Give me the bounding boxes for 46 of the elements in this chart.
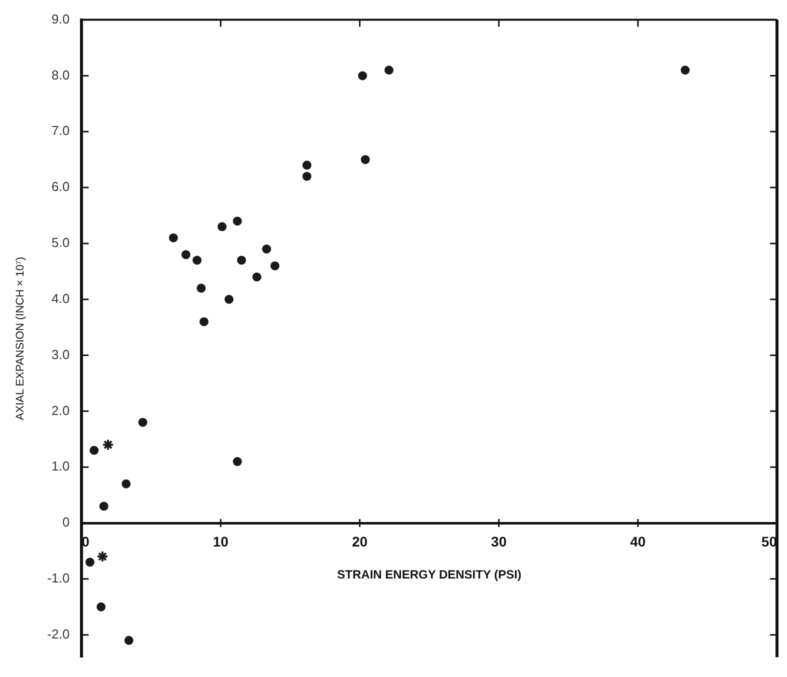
- point: [85, 558, 94, 567]
- point: [96, 550, 108, 563]
- y-tick-label: 7.0: [52, 123, 70, 138]
- y-axis-title: AXIAL EXPANSION (INCH × 10⁷): [14, 256, 27, 420]
- point: [358, 71, 368, 80]
- y-tick-label: 9.0: [52, 11, 70, 26]
- point: [232, 457, 242, 466]
- point: [181, 250, 190, 260]
- x-tick-label: 30: [491, 533, 507, 550]
- y-tick-label: -2.0: [47, 626, 70, 642]
- point: [680, 66, 690, 75]
- y-tick-label: 3.0: [52, 346, 70, 362]
- point: [102, 438, 114, 451]
- point: [237, 256, 246, 265]
- point: [360, 155, 370, 164]
- point: [218, 222, 227, 232]
- y-tick-label: 8.0: [52, 67, 70, 82]
- point: [96, 602, 106, 612]
- point: [302, 160, 312, 170]
- x-axis-title: STRAIN ENERGY DENSITY (PSI): [337, 567, 522, 582]
- point: [122, 479, 131, 488]
- point: [168, 233, 178, 242]
- y-tick-label: 1.0: [52, 458, 70, 474]
- point: [270, 261, 280, 270]
- point: [192, 256, 202, 265]
- x-tick-label: 40: [630, 533, 646, 550]
- y-tick-label: 5.0: [52, 235, 70, 250]
- y-tick-label: -1.0: [47, 570, 70, 586]
- x-tick-label: 10: [212, 533, 229, 550]
- point: [224, 294, 234, 304]
- point: [138, 418, 148, 427]
- point: [252, 272, 262, 282]
- y-tick-label: 4.0: [52, 290, 70, 306]
- x-tick-label: 20: [352, 533, 368, 550]
- point: [199, 317, 208, 326]
- y-tick-label: 0: [62, 514, 70, 530]
- point: [99, 502, 108, 511]
- point: [124, 636, 134, 645]
- point: [232, 216, 242, 226]
- y-tick-label: 6.0: [52, 179, 70, 194]
- point: [196, 284, 206, 293]
- y-tick-label: 2.0: [52, 402, 70, 418]
- point: [90, 446, 99, 455]
- point: [302, 172, 312, 181]
- point: [262, 244, 272, 254]
- point: [384, 66, 394, 75]
